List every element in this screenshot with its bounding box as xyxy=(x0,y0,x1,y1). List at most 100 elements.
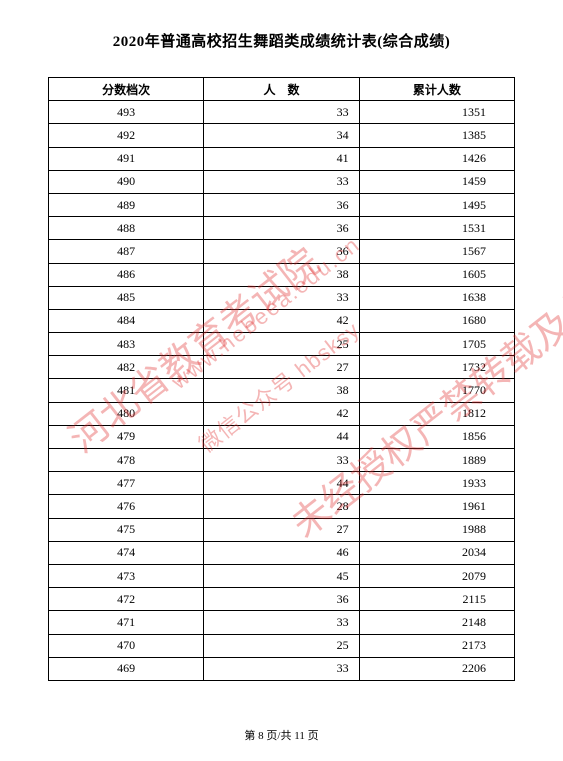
cell-count: 25 xyxy=(204,634,359,657)
cell-score: 484 xyxy=(49,309,204,332)
cell-score: 477 xyxy=(49,472,204,495)
cell-score: 489 xyxy=(49,193,204,216)
cell-score: 476 xyxy=(49,495,204,518)
cell-cumulative: 1933 xyxy=(359,472,514,495)
table-header-row: 分数档次 人 数 累计人数 xyxy=(49,78,515,101)
cell-count: 36 xyxy=(204,217,359,240)
cell-score: 471 xyxy=(49,611,204,634)
cell-count: 33 xyxy=(204,286,359,309)
cell-count: 44 xyxy=(204,472,359,495)
table-row: 478331889 xyxy=(49,449,515,472)
table-row: 484421680 xyxy=(49,309,515,332)
cell-score: 470 xyxy=(49,634,204,657)
table-row: 480421812 xyxy=(49,402,515,425)
cell-score: 482 xyxy=(49,356,204,379)
cell-score: 473 xyxy=(49,564,204,587)
cell-score: 490 xyxy=(49,170,204,193)
cell-score: 481 xyxy=(49,379,204,402)
cell-count: 34 xyxy=(204,124,359,147)
table-row: 490331459 xyxy=(49,170,515,193)
document-page: 2020年普通高校招生舞蹈类成绩统计表(综合成绩) 分数档次 人 数 累计人数 … xyxy=(0,0,563,761)
table-row: 471332148 xyxy=(49,611,515,634)
table-row: 483251705 xyxy=(49,333,515,356)
table-row: 475271988 xyxy=(49,518,515,541)
cell-cumulative: 1732 xyxy=(359,356,514,379)
cell-count: 46 xyxy=(204,541,359,564)
cell-cumulative: 1856 xyxy=(359,425,514,448)
cell-count: 36 xyxy=(204,240,359,263)
cell-cumulative: 1961 xyxy=(359,495,514,518)
table-row: 476281961 xyxy=(49,495,515,518)
cell-score: 492 xyxy=(49,124,204,147)
cell-count: 38 xyxy=(204,263,359,286)
cell-score: 479 xyxy=(49,425,204,448)
cell-count: 27 xyxy=(204,356,359,379)
table-row: 487361567 xyxy=(49,240,515,263)
score-table: 分数档次 人 数 累计人数 49333135149234138549141142… xyxy=(48,77,515,681)
table-body: 4933313514923413854914114264903314594893… xyxy=(49,101,515,681)
table-row: 493331351 xyxy=(49,101,515,124)
table-row: 492341385 xyxy=(49,124,515,147)
cell-cumulative: 1426 xyxy=(359,147,514,170)
cell-score: 491 xyxy=(49,147,204,170)
table-row: 489361495 xyxy=(49,193,515,216)
cell-cumulative: 1385 xyxy=(359,124,514,147)
cell-cumulative: 1638 xyxy=(359,286,514,309)
cell-score: 475 xyxy=(49,518,204,541)
cell-cumulative: 1988 xyxy=(359,518,514,541)
col-score: 分数档次 xyxy=(49,78,204,101)
cell-count: 33 xyxy=(204,657,359,680)
cell-score: 485 xyxy=(49,286,204,309)
cell-cumulative: 1567 xyxy=(359,240,514,263)
cell-score: 493 xyxy=(49,101,204,124)
cell-cumulative: 1459 xyxy=(359,170,514,193)
table-row: 474462034 xyxy=(49,541,515,564)
cell-count: 33 xyxy=(204,170,359,193)
cell-count: 28 xyxy=(204,495,359,518)
cell-count: 33 xyxy=(204,449,359,472)
cell-count: 33 xyxy=(204,611,359,634)
table-row: 486381605 xyxy=(49,263,515,286)
cell-count: 33 xyxy=(204,101,359,124)
cell-score: 488 xyxy=(49,217,204,240)
cell-cumulative: 1680 xyxy=(359,309,514,332)
cell-cumulative: 2173 xyxy=(359,634,514,657)
table-row: 473452079 xyxy=(49,564,515,587)
cell-score: 480 xyxy=(49,402,204,425)
table-row: 472362115 xyxy=(49,588,515,611)
cell-count: 25 xyxy=(204,333,359,356)
cell-score: 472 xyxy=(49,588,204,611)
cell-count: 45 xyxy=(204,564,359,587)
table-row: 485331638 xyxy=(49,286,515,309)
cell-cumulative: 2148 xyxy=(359,611,514,634)
cell-score: 474 xyxy=(49,541,204,564)
cell-cumulative: 1705 xyxy=(359,333,514,356)
col-cumulative: 累计人数 xyxy=(359,78,514,101)
cell-score: 478 xyxy=(49,449,204,472)
cell-count: 36 xyxy=(204,588,359,611)
table-row: 470252173 xyxy=(49,634,515,657)
cell-score: 469 xyxy=(49,657,204,680)
page-title: 2020年普通高校招生舞蹈类成绩统计表(综合成绩) xyxy=(48,30,515,51)
cell-cumulative: 2115 xyxy=(359,588,514,611)
cell-count: 36 xyxy=(204,193,359,216)
cell-score: 486 xyxy=(49,263,204,286)
table-row: 479441856 xyxy=(49,425,515,448)
cell-cumulative: 1605 xyxy=(359,263,514,286)
cell-count: 41 xyxy=(204,147,359,170)
cell-count: 38 xyxy=(204,379,359,402)
cell-cumulative: 1889 xyxy=(359,449,514,472)
cell-cumulative: 1351 xyxy=(359,101,514,124)
cell-cumulative: 2079 xyxy=(359,564,514,587)
cell-count: 27 xyxy=(204,518,359,541)
table-row: 491411426 xyxy=(49,147,515,170)
page-footer: 第 8 页/共 11 页 xyxy=(0,727,563,743)
cell-cumulative: 2206 xyxy=(359,657,514,680)
cell-cumulative: 2034 xyxy=(359,541,514,564)
table-row: 481381770 xyxy=(49,379,515,402)
cell-count: 42 xyxy=(204,309,359,332)
table-row: 488361531 xyxy=(49,217,515,240)
cell-cumulative: 1495 xyxy=(359,193,514,216)
col-count: 人 数 xyxy=(204,78,359,101)
table-row: 469332206 xyxy=(49,657,515,680)
